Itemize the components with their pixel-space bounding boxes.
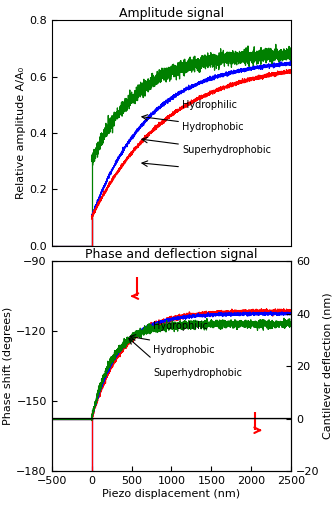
Title: Phase and deflection signal: Phase and deflection signal	[85, 248, 258, 261]
Text: Superhydrophobic: Superhydrophobic	[153, 368, 242, 378]
Y-axis label: Relative amplitude A/A₀: Relative amplitude A/A₀	[16, 67, 26, 199]
Text: Hydrophobic: Hydrophobic	[153, 345, 215, 355]
Y-axis label: Phase shift (degrees): Phase shift (degrees)	[3, 307, 13, 425]
Text: Hydrophilic: Hydrophilic	[153, 322, 208, 331]
X-axis label: Piezo displacement (nm): Piezo displacement (nm)	[103, 488, 240, 499]
Text: Hydrophilic: Hydrophilic	[182, 100, 237, 110]
Title: Amplitude signal: Amplitude signal	[119, 8, 224, 20]
Text: Hydrophobic: Hydrophobic	[182, 122, 243, 133]
Text: Superhydrophobic: Superhydrophobic	[182, 145, 271, 155]
Y-axis label: Cantilever deflection (nm): Cantilever deflection (nm)	[323, 293, 333, 439]
